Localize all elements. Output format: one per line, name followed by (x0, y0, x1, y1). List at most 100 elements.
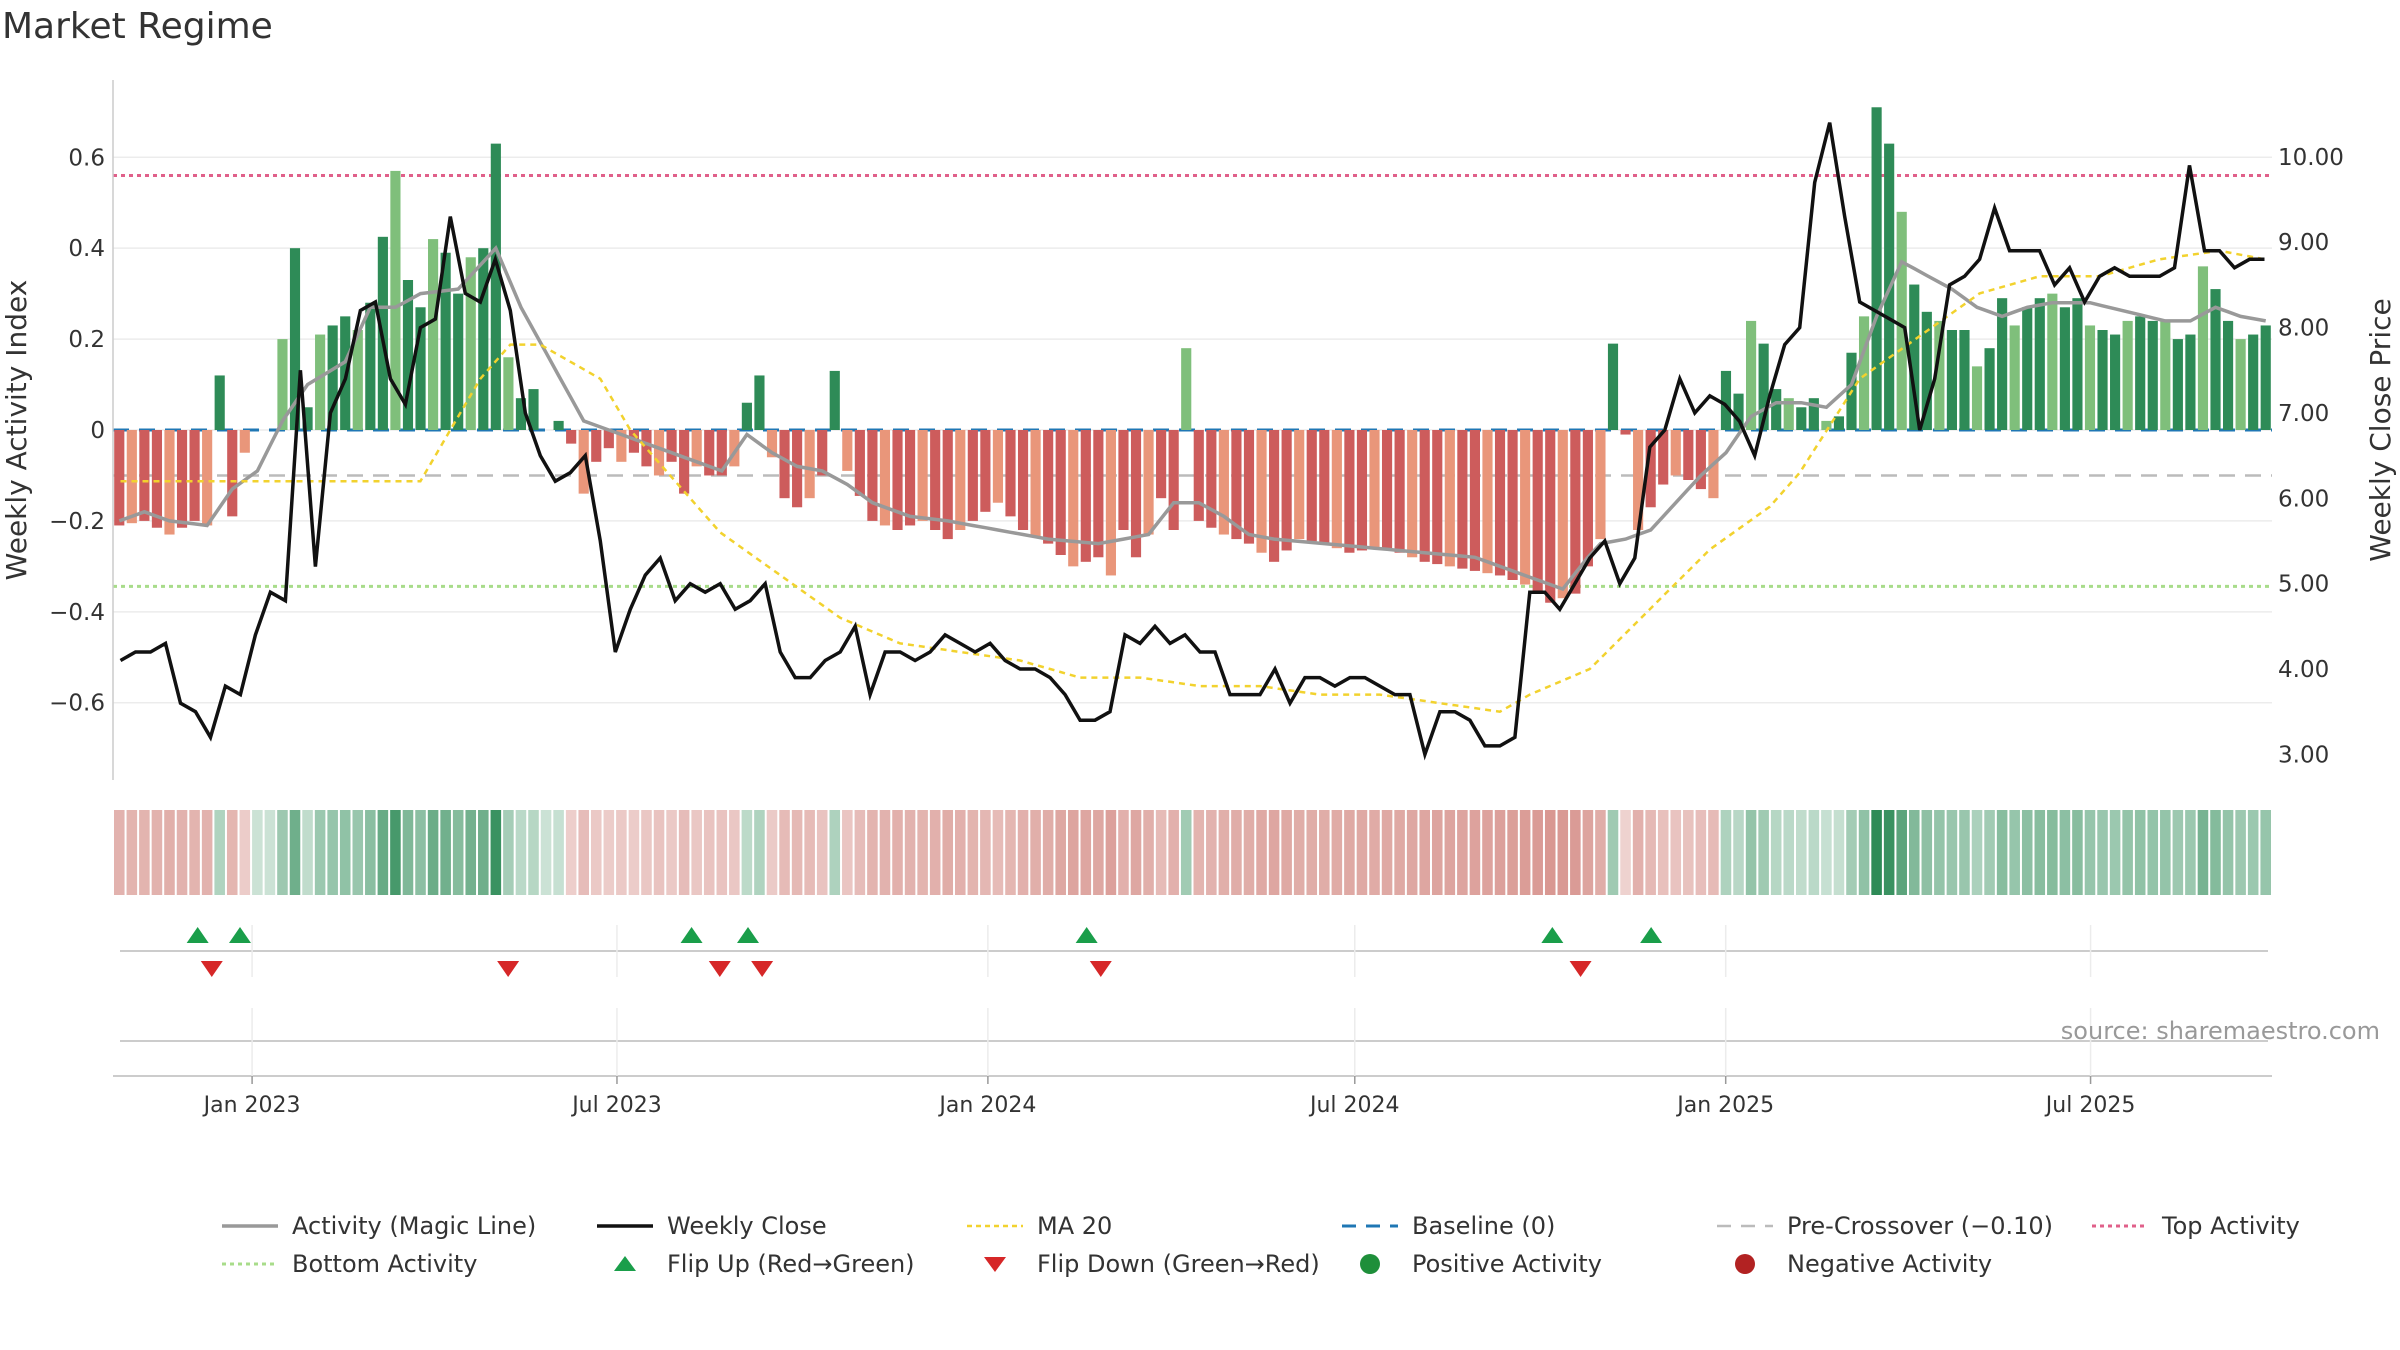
y-right-tick-label: 4.00 (2278, 657, 2329, 683)
regime-strip-cell (1695, 810, 1707, 895)
regime-strip-cell (1871, 810, 1882, 895)
regime-strip-cell (1519, 810, 1531, 895)
regime-strip-cell (1783, 810, 1795, 895)
negative-activity-bar (1394, 430, 1405, 553)
positive-dot-icon (1360, 1254, 1380, 1274)
positive-activity-bar (2122, 320, 2133, 430)
legend-label: Weekly Close (667, 1212, 827, 1240)
negative-activity-bar (1381, 430, 1393, 551)
regime-strip-cell (1494, 810, 1506, 895)
y-right-tick-label: 7.00 (2278, 401, 2329, 427)
positive-activity-bar (440, 252, 451, 430)
regime-strip-cell (603, 810, 615, 895)
regime-strip-cell (1281, 810, 1292, 895)
regime-strip-cell (2185, 810, 2196, 895)
regime-strip-cell (1570, 810, 1581, 895)
positive-activity-bar (1746, 320, 1757, 430)
legend-item-flipdown: Flip Down (Green→Red) (965, 1246, 1320, 1282)
regime-strip-cell (816, 810, 828, 895)
x-tick-label: Jan 2023 (202, 1093, 301, 1118)
negative-activity-bar (591, 430, 602, 462)
regime-strip-cell (1042, 810, 1054, 895)
positive-activity-bar (2210, 289, 2221, 430)
negative-activity-bar (1582, 430, 1593, 567)
positive-activity-bar (1808, 398, 1819, 430)
pre-crossover-swatch-icon (1717, 1224, 1773, 1228)
negative-activity-bar (1294, 430, 1305, 540)
regime-strip-cell (1971, 810, 1983, 895)
regime-strip-cell (1733, 810, 1744, 895)
regime-strip-cell (1883, 810, 1895, 895)
negative-activity-bar (704, 430, 715, 476)
positive-activity-bar (553, 420, 564, 430)
y-right-tick-label: 10.00 (2278, 145, 2344, 171)
regime-strip-cell (339, 810, 351, 895)
negative-activity-bar (616, 430, 627, 462)
positive-activity-bar (1871, 107, 1882, 430)
regime-strip-cell (1344, 810, 1355, 895)
regime-strip-cell (1444, 810, 1456, 895)
regime-strip-cell (1130, 810, 1142, 895)
y-left-tick-label: −0.2 (49, 509, 105, 535)
negative-activity-bar (1143, 430, 1154, 535)
positive-activity-bar (741, 402, 752, 430)
regime-strip-cell (1243, 810, 1255, 895)
regime-strip-cell (1582, 810, 1594, 895)
positive-activity-bar (1833, 416, 1845, 430)
flip-up-marker (737, 927, 759, 943)
negative-activity-bar (1319, 430, 1330, 544)
y-left-tick-label: 0 (90, 418, 105, 444)
regime-strip-cell (1657, 810, 1669, 895)
negative-activity-bar (1017, 430, 1029, 530)
regime-strip-cell (440, 810, 451, 895)
regime-strip-cell (189, 810, 200, 895)
positive-activity-bar (2260, 325, 2271, 430)
regime-strip-cell (2134, 810, 2146, 895)
negative-activity-bar (817, 430, 828, 476)
positive-activity-bar (1959, 330, 1970, 430)
positive-activity-bar (478, 248, 489, 430)
flip-up-marker (1640, 927, 1663, 943)
positive-activity-bar (402, 280, 414, 430)
legend-label: Flip Down (Green→Red) (1037, 1250, 1320, 1278)
regime-strip-cell (641, 810, 652, 895)
positive-activity-bar (365, 302, 376, 430)
positive-activity-bar (503, 357, 514, 430)
positive-activity-bar (415, 307, 426, 430)
regime-strip-cell (139, 810, 150, 895)
regime-strip (114, 810, 2271, 895)
regime-strip-cell (1482, 810, 1493, 895)
y-right-tick-label: 6.00 (2278, 486, 2329, 512)
regime-strip-cell (1595, 810, 1606, 895)
positive-activity-bar (428, 239, 439, 430)
ma20-swatch-icon (967, 1224, 1023, 1228)
negative-activity-bar (189, 430, 200, 521)
flip-down-marker (497, 961, 520, 977)
negative-activity-bar (1444, 430, 1455, 567)
regime-strip-cell (452, 810, 464, 895)
regime-strip-cell (1005, 810, 1016, 895)
regime-strip-cell (1193, 810, 1205, 895)
regime-strip-cell (503, 810, 514, 895)
regime-strip-cell (1984, 810, 1995, 895)
negative-activity-bar (628, 430, 639, 453)
negative-activity-bar (1030, 430, 1041, 537)
negative-activity-bar (779, 430, 790, 499)
flip-down-marker (708, 961, 731, 977)
regime-strip-cell (1620, 810, 1631, 895)
regime-strip-cell (377, 810, 389, 895)
y-right-tick-label: 5.00 (2278, 572, 2329, 598)
regime-strip-cell (1833, 810, 1845, 895)
negative-activity-bar (942, 430, 953, 540)
negative-activity-bar (1695, 430, 1706, 490)
negative-activity-bar (666, 430, 677, 462)
flip-up-marker (1075, 927, 1098, 943)
regime-strip-cell (590, 810, 602, 895)
regime-strip-cell (1155, 810, 1167, 895)
positive-activity-bar (453, 293, 464, 430)
negative-activity-bar (1432, 430, 1443, 565)
positive-activity-bar (2197, 266, 2209, 430)
regime-strip-cell (402, 810, 414, 895)
negative-dot-icon (1735, 1254, 1755, 1274)
negative-activity-bar (1369, 430, 1380, 549)
